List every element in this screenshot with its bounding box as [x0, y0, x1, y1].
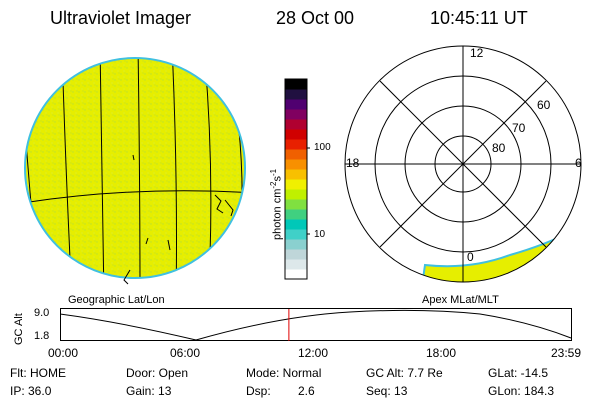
colorbar-segment: [285, 89, 307, 100]
colorbar-segment: [285, 139, 307, 150]
colorbar-tick-10: 10: [314, 229, 326, 240]
mlt-label-0: 0: [467, 250, 474, 264]
mlt-label-6: 6: [575, 156, 582, 170]
status-gain: Gain: 13: [126, 384, 172, 398]
status-mode: Mode: Normal: [246, 366, 322, 380]
mlat-label-80: 80: [492, 141, 506, 155]
colorbar-segment: [285, 129, 307, 140]
colorbar-segment: [285, 199, 307, 210]
coastline-fragments: [123, 154, 234, 285]
uv-emission-disk: [25, 58, 245, 278]
mlt-label-18: 18: [346, 156, 360, 170]
colorbar-segment: [285, 149, 307, 160]
xtick-0000: 00:00: [48, 346, 79, 360]
colorbar-unit-label: photon cm-2s-1: [269, 168, 284, 240]
colorbar-segment: [285, 119, 307, 130]
colorbar-segment: [285, 169, 307, 180]
status-dsp-value: 2.6: [298, 384, 315, 398]
status-flt: Flt: HOME: [10, 366, 66, 380]
status-dsp-label: Dsp:: [246, 384, 271, 398]
xtick-1200: 12:00: [298, 346, 329, 360]
polar-grid: [344, 45, 582, 283]
altitude-curve: [60, 309, 572, 341]
colorbar-segment: [285, 249, 307, 260]
altitude-ylabel: GC Alt: [13, 313, 25, 345]
colorbar-segment: [285, 259, 307, 270]
colorbar-segment: [285, 209, 307, 220]
mlat-label-60: 60: [537, 98, 551, 112]
time-label: 10:45:11 UT: [430, 8, 528, 28]
xtick-1800: 18:00: [426, 346, 457, 360]
colorbar-segment: [285, 79, 307, 90]
altitude-ytick-high: 9.0: [34, 307, 50, 319]
polar-plot: [344, 45, 582, 283]
status-glat: GLat: -14.5: [488, 366, 549, 380]
polar-panel-label: Apex MLat/MLT: [422, 294, 499, 306]
date-label: 28 Oct 00: [276, 8, 355, 28]
colorbar-segment: [285, 219, 307, 230]
status-ip: IP: 36.0: [10, 384, 52, 398]
altitude-plot: [60, 308, 572, 341]
colorbar: [284, 78, 310, 280]
colorbar-segment: [285, 189, 307, 200]
colorbar-segment: [285, 99, 307, 110]
colorbar-segment: [285, 109, 307, 120]
status-seq: Seq: 13: [366, 384, 408, 398]
colorbar-segment: [285, 269, 307, 280]
colorbar-segment: [285, 239, 307, 250]
colorbar-segment: [285, 159, 307, 170]
globe-panel-label: Geographic Lat/Lon: [68, 294, 165, 306]
mlat-label-70: 70: [512, 121, 526, 135]
altitude-ytick-low: 1.8: [34, 330, 50, 342]
instrument-title: Ultraviolet Imager: [50, 8, 192, 28]
mlt-label-12: 12: [470, 46, 484, 60]
xtick-0600: 06:00: [170, 346, 201, 360]
globe-image: [24, 57, 246, 285]
colorbar-tick-100: 100: [314, 142, 331, 153]
globe-limb: [24, 57, 246, 279]
status-glon: GLon: 184.3: [488, 384, 555, 398]
xtick-2359: 23:59: [551, 346, 582, 360]
status-gc-alt: GC Alt: 7.7 Re: [366, 366, 443, 380]
colorbar-segment: [285, 229, 307, 240]
status-door: Door: Open: [126, 366, 189, 380]
colorbar-segment: [285, 179, 307, 190]
